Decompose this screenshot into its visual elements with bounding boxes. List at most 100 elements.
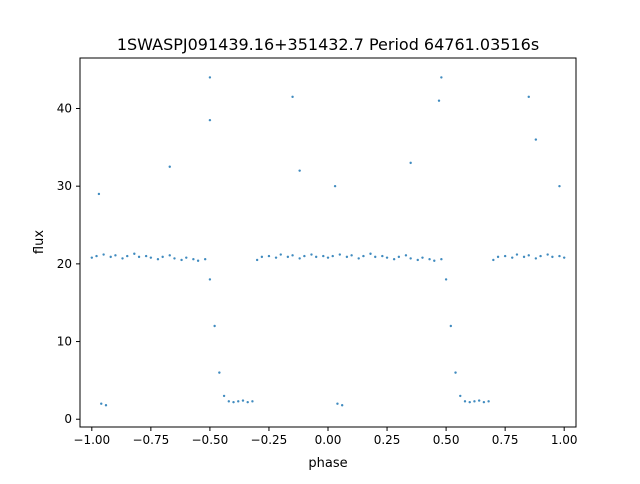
data-point	[267, 254, 271, 258]
data-point	[180, 258, 183, 262]
data-point	[468, 400, 471, 404]
data-point	[409, 257, 412, 260]
data-point	[203, 258, 207, 261]
data-point	[338, 253, 342, 256]
data-point	[149, 256, 153, 259]
data-point	[310, 253, 313, 256]
data-point	[237, 400, 240, 403]
data-point	[503, 254, 507, 258]
data-point	[298, 257, 301, 260]
data-point	[522, 255, 526, 259]
data-point	[496, 255, 500, 259]
x-tick-label: 1.00	[551, 433, 578, 447]
data-point	[534, 138, 538, 141]
data-point	[291, 95, 294, 99]
data-point	[539, 254, 542, 258]
y-tick-label: 20	[57, 257, 72, 271]
data-point	[208, 278, 212, 281]
data-point	[121, 257, 124, 260]
data-point	[421, 256, 424, 259]
data-point	[298, 169, 301, 172]
data-point	[392, 258, 396, 261]
data-point	[357, 257, 360, 260]
data-point	[109, 255, 112, 259]
data-point	[246, 400, 249, 404]
data-point	[291, 254, 294, 257]
data-point	[213, 324, 216, 328]
x-tick-label: −1.00	[73, 433, 110, 447]
points-layer	[90, 76, 566, 407]
data-point	[463, 400, 467, 403]
data-point	[369, 252, 372, 255]
data-point	[454, 371, 457, 374]
data-point	[350, 254, 353, 257]
x-tick-label: −0.50	[192, 433, 229, 447]
data-point	[185, 256, 188, 259]
data-point	[477, 399, 481, 402]
data-point	[97, 192, 101, 196]
data-point	[114, 254, 117, 257]
data-point	[433, 259, 436, 262]
x-tick-label: 0.50	[433, 433, 460, 447]
data-point	[227, 400, 230, 403]
data-point	[515, 253, 519, 256]
data-point	[449, 324, 453, 328]
data-point	[232, 400, 235, 404]
data-point	[558, 184, 561, 188]
data-point	[95, 254, 98, 258]
data-point	[241, 399, 245, 402]
data-point	[251, 400, 254, 403]
data-point	[562, 256, 566, 259]
data-point	[345, 255, 349, 259]
data-point	[473, 400, 476, 403]
data-point	[511, 256, 514, 259]
data-point	[144, 254, 148, 258]
data-point	[459, 394, 462, 398]
data-point	[333, 184, 337, 188]
x-tick-label: 0.75	[492, 433, 519, 447]
data-point	[286, 255, 290, 259]
data-point	[527, 254, 530, 257]
data-point	[437, 99, 441, 102]
data-point	[173, 257, 176, 260]
data-point	[340, 404, 344, 407]
data-point	[322, 254, 325, 258]
data-point	[314, 255, 318, 259]
data-point	[527, 95, 530, 99]
x-tick-label: 0.25	[374, 433, 401, 447]
data-point	[444, 278, 448, 281]
data-point	[208, 118, 212, 122]
data-point	[208, 76, 212, 79]
y-tick-label: 0	[64, 412, 72, 426]
data-point	[279, 253, 282, 256]
data-point	[274, 256, 278, 259]
data-point	[222, 394, 226, 398]
data-point	[161, 255, 164, 259]
x-tick-label: −0.75	[132, 433, 169, 447]
data-point	[397, 255, 401, 259]
data-point	[137, 255, 141, 259]
data-point	[168, 254, 171, 257]
y-tick-label: 40	[57, 101, 72, 115]
data-point	[192, 258, 195, 261]
y-axis-label: flux	[32, 230, 47, 254]
data-point	[336, 402, 339, 405]
data-point	[551, 255, 554, 259]
data-point	[303, 254, 306, 258]
y-tick-label: 30	[57, 179, 72, 193]
data-point	[104, 404, 108, 407]
data-point	[558, 254, 561, 258]
data-point	[546, 253, 549, 256]
data-point	[482, 400, 486, 404]
data-point	[260, 255, 264, 259]
data-point	[331, 254, 334, 258]
y-tick-label: 10	[57, 335, 72, 349]
data-point	[381, 254, 384, 258]
data-point	[404, 254, 408, 257]
chart-title: 1SWASPJ091439.16+351432.7 Period 64761.0…	[117, 35, 539, 54]
data-point	[409, 161, 412, 165]
x-axis-ticks: −1.00 −0.75 −0.50 −0.25 0.00 0.25 0.50 0.75 1.00	[73, 427, 578, 447]
data-point	[385, 256, 389, 259]
